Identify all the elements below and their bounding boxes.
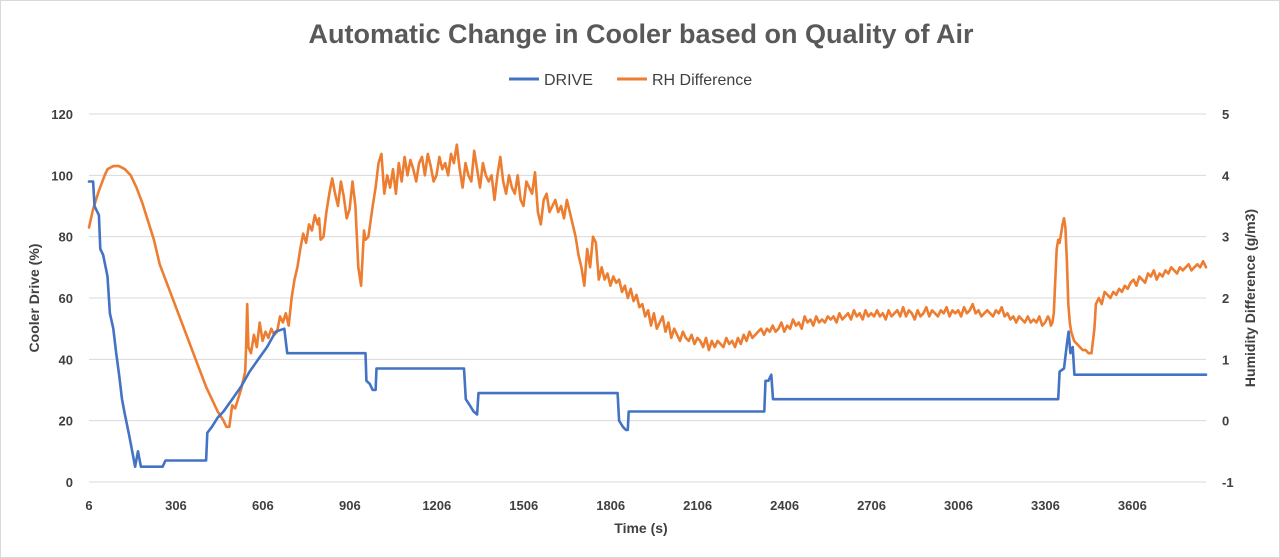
x-tick-label: 3606 [1118, 498, 1147, 513]
right-tick-label: 1 [1222, 352, 1229, 367]
left-tick-label: 40 [59, 352, 73, 367]
right-tick-label: 3 [1222, 230, 1229, 245]
right-axis-title: Humidity Difference (g/m3) [1242, 209, 1258, 387]
right-tick-label: 2 [1222, 291, 1229, 306]
series-line-drive [87, 180, 1208, 468]
legend: DRIVE RH Difference [509, 72, 752, 89]
x-tick-label: 2706 [857, 498, 886, 513]
left-tick-label: 20 [59, 414, 73, 429]
x-tick-label: 1506 [509, 498, 538, 513]
left-tick-label: 120 [51, 107, 73, 122]
x-tick-label: 906 [339, 498, 361, 513]
x-axis-title: Time (s) [614, 520, 667, 536]
left-axis-title: Cooler Drive (%) [26, 244, 42, 353]
right-tick-label: -1 [1222, 475, 1234, 490]
x-tick-label: 2106 [683, 498, 712, 513]
x-tick-label: 306 [165, 498, 187, 513]
right-tick-label: 4 [1222, 168, 1230, 183]
gridlines [89, 113, 1206, 483]
right-tick-label: 0 [1222, 414, 1229, 429]
x-tick-label: 3306 [1031, 498, 1060, 513]
x-tick-label: 1806 [596, 498, 625, 513]
x-tick-label: 3006 [944, 498, 973, 513]
left-tick-label: 60 [59, 291, 73, 306]
left-axis-ticks: 0 20 40 60 80 100 120 [51, 107, 73, 490]
x-tick-label: 1206 [422, 498, 451, 513]
left-tick-label: 100 [51, 168, 73, 183]
legend-label-rh: RH Difference [652, 72, 752, 89]
legend-label-drive: DRIVE [544, 72, 593, 89]
x-tick-label: 6 [85, 498, 92, 513]
right-axis-ticks: -1 0 1 2 3 4 5 [1222, 107, 1234, 490]
x-axis-ticks: 6 306 606 906 1206 1506 1806 2106 2406 2706 3006 33… [85, 498, 1146, 513]
chart-title: Automatic Change in Cooler based on Qual… [308, 19, 974, 49]
x-tick-label: 2406 [770, 498, 799, 513]
series-line-rh-difference [87, 143, 1208, 429]
left-tick-label: 80 [59, 230, 73, 245]
series-layer [87, 143, 1208, 468]
right-tick-label: 5 [1222, 107, 1229, 122]
x-tick-label: 606 [252, 498, 274, 513]
left-tick-label: 0 [66, 475, 73, 490]
